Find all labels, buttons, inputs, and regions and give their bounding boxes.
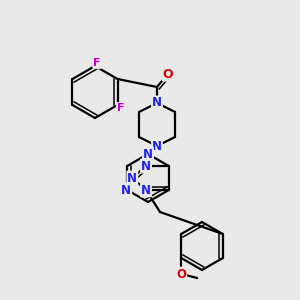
Text: N: N — [152, 140, 162, 152]
Text: O: O — [163, 68, 173, 80]
Text: N: N — [152, 97, 162, 110]
Text: N: N — [121, 184, 131, 196]
Text: N: N — [127, 172, 137, 184]
Text: N: N — [141, 160, 151, 172]
Text: N: N — [143, 148, 153, 160]
Text: F: F — [117, 103, 124, 113]
Text: N: N — [141, 184, 151, 196]
Text: O: O — [176, 268, 186, 281]
Text: F: F — [93, 58, 101, 68]
